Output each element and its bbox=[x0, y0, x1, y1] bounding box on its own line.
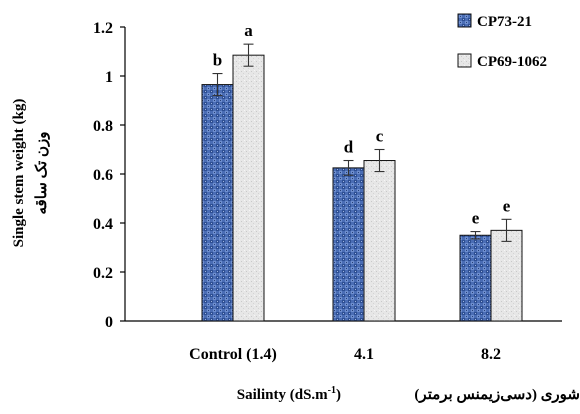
significance-letter: d bbox=[344, 138, 354, 157]
y-axis-title-fa: وزن تک ساقه bbox=[34, 132, 50, 215]
x-axis-title-sup: -1 bbox=[328, 385, 336, 396]
bar-CP69-1062-2 bbox=[490, 229, 523, 322]
bar-CP69-1062-0 bbox=[232, 54, 265, 322]
y-ticks: 0 0.2 0.4 0.6 0.8 1 1.2 bbox=[93, 20, 125, 331]
legend-label-CP73-21: CP73-21 bbox=[477, 14, 532, 30]
x-axis-title-close: ) bbox=[336, 387, 341, 403]
y-axis: 0 0.2 0.4 0.6 0.8 1 1.2 bbox=[93, 20, 126, 331]
significance-letter: e bbox=[503, 196, 511, 215]
y-tick-label: 0.2 bbox=[93, 265, 113, 282]
y-tick-label: 0 bbox=[105, 314, 113, 331]
bar-CP69-1062-1 bbox=[363, 160, 396, 322]
bar-CP73-21-2 bbox=[459, 234, 492, 322]
y-tick-label: 0.8 bbox=[93, 118, 113, 135]
y-tick-label: 0.4 bbox=[93, 216, 113, 233]
category-labels: Control (1.4) 4.1 8.2 bbox=[189, 346, 501, 363]
x-category-label: 8.2 bbox=[481, 346, 501, 363]
y-tick-label: 1.2 bbox=[93, 20, 113, 37]
x-axis-title-fa: شوری (دسی‌زیمنس برمتر) bbox=[414, 387, 580, 403]
x-category-label: 4.1 bbox=[354, 346, 374, 363]
significance-letter: c bbox=[376, 127, 384, 146]
x-category-label: Control (1.4) bbox=[189, 346, 277, 363]
legend-label-CP69-1062: CP69-1062 bbox=[477, 54, 547, 70]
x-axis-title-main: Sailinty (dS.m bbox=[237, 387, 328, 403]
y-tick-label: 0.6 bbox=[93, 167, 113, 184]
y-tick-label: 1 bbox=[105, 69, 113, 86]
legend: CP73-21 CP69-1062 bbox=[457, 13, 547, 70]
bar-CP73-21-0 bbox=[201, 84, 234, 322]
bars: b a d c e e bbox=[201, 21, 523, 322]
significance-letter: a bbox=[244, 21, 253, 40]
bar-CP73-21-1 bbox=[332, 167, 365, 322]
significance-letter: e bbox=[472, 209, 480, 228]
legend-swatch-CP73-21 bbox=[457, 13, 472, 28]
y-axis-title: Single stem weight (kg) bbox=[11, 99, 27, 248]
x-axis-title: Sailinty (dS.m-1) bbox=[237, 385, 341, 403]
significance-letter: b bbox=[213, 51, 222, 70]
legend-swatch-CP69-1062 bbox=[457, 53, 472, 68]
